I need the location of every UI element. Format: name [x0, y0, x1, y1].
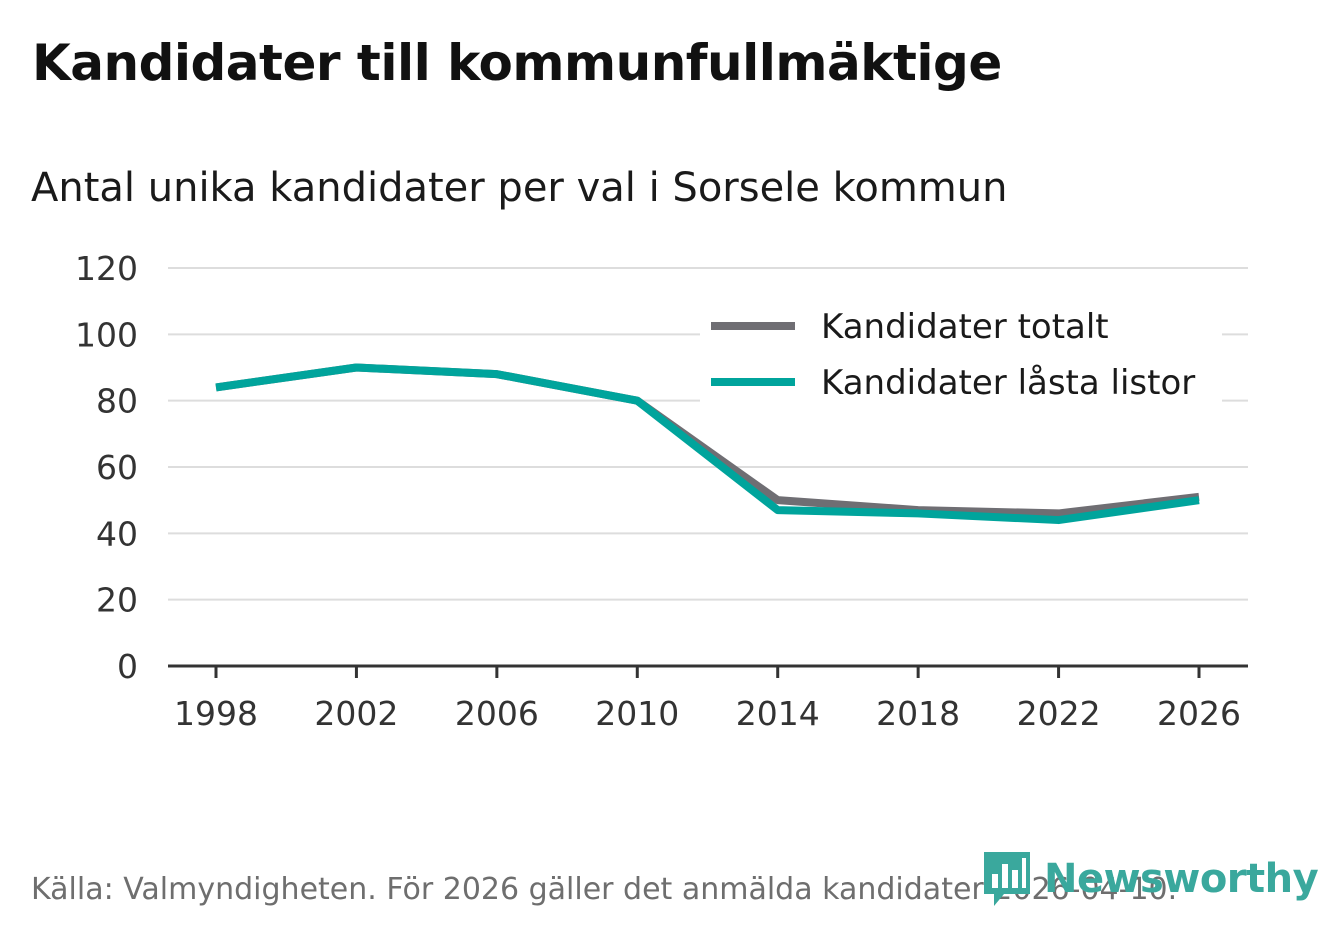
x-tick-label: 2026	[1157, 694, 1241, 733]
y-tick-label: 120	[75, 249, 138, 288]
x-tick-label: 2002	[314, 694, 398, 733]
x-tick-label: 2014	[736, 694, 820, 733]
chart-title: Kandidater till kommunfullmäktige	[32, 34, 1002, 92]
line-chart: 0 20 40 60 80 100 120 1998 2002 2006 2010 2014 2018 2…	[75, 249, 1248, 733]
x-tick-label: 2010	[595, 694, 679, 733]
bar-chart-speech-bubble-icon	[984, 852, 1030, 906]
x-tick-label: 2022	[1017, 694, 1101, 733]
x-tick-label: 2006	[455, 694, 539, 733]
y-tick-label: 20	[96, 581, 138, 620]
x-tick-label: 2018	[876, 694, 960, 733]
newsworthy-logo: Newsworthy	[982, 850, 1319, 908]
series-line-locked-lists	[215, 363, 1200, 525]
y-tick-label: 40	[96, 514, 138, 553]
y-tick-label: 80	[96, 382, 138, 421]
legend-label: Kandidater totalt	[821, 307, 1109, 347]
legend-label: Kandidater låsta listor	[821, 363, 1195, 403]
y-tick-label: 100	[75, 315, 138, 354]
brand-name: Newsworthy	[1044, 856, 1319, 902]
y-tick-label: 60	[96, 448, 138, 487]
y-tick-label: 0	[117, 647, 138, 686]
chart-subtitle: Antal unika kandidater per val i Sorsele…	[31, 165, 1008, 211]
x-tick-label: 1998	[174, 694, 258, 733]
legend-background	[700, 300, 1222, 404]
